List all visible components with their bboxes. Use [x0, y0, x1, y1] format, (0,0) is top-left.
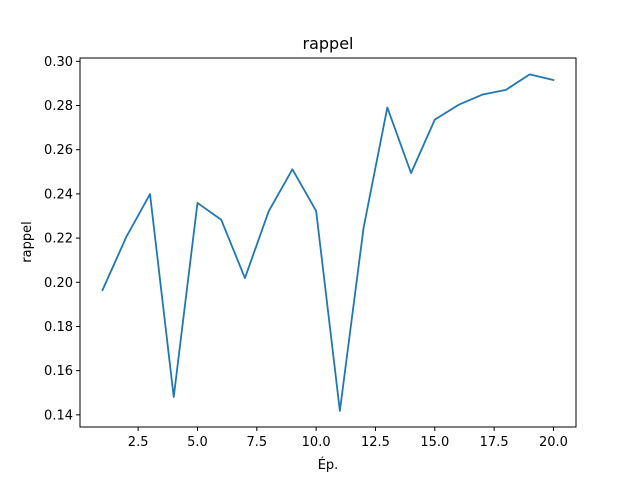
y-tick-label: 0.14 — [44, 408, 73, 423]
x-tick-label: 12.5 — [361, 435, 390, 450]
y-tick-label: 0.22 — [44, 232, 73, 247]
y-axis-label: rappel — [20, 221, 35, 262]
y-axis: 0.14 0.16 0.18 0.20 0.22 0.24 0.26 0.28 0.30 — [44, 55, 80, 423]
y-tick-label: 0.26 — [44, 143, 73, 158]
x-tick-label: 5.0 — [187, 435, 208, 450]
y-tick-label: 0.18 — [44, 320, 73, 335]
series-line — [101, 73, 555, 412]
y-tick-label: 0.20 — [44, 276, 73, 291]
x-axis-label: Ép. — [318, 457, 339, 473]
plot-area — [101, 73, 555, 412]
x-tick-label: 2.5 — [128, 435, 149, 450]
y-tick-label: 0.16 — [44, 364, 73, 379]
axes-frame — [79, 57, 577, 428]
x-tick-label: 10.0 — [302, 435, 331, 450]
chart-title: rappel — [303, 34, 354, 53]
x-tick-label: 17.5 — [480, 435, 509, 450]
x-axis: 2.5 5.0 7.5 10.0 12.5 15.0 17.5 20.0 — [128, 427, 568, 450]
y-tick-label: 0.24 — [44, 187, 73, 202]
x-tick-label: 7.5 — [246, 435, 267, 450]
x-tick-label: 15.0 — [420, 435, 449, 450]
y-tick-label: 0.30 — [44, 55, 73, 70]
x-tick-label: 20.0 — [539, 435, 568, 450]
y-tick-label: 0.28 — [44, 99, 73, 114]
